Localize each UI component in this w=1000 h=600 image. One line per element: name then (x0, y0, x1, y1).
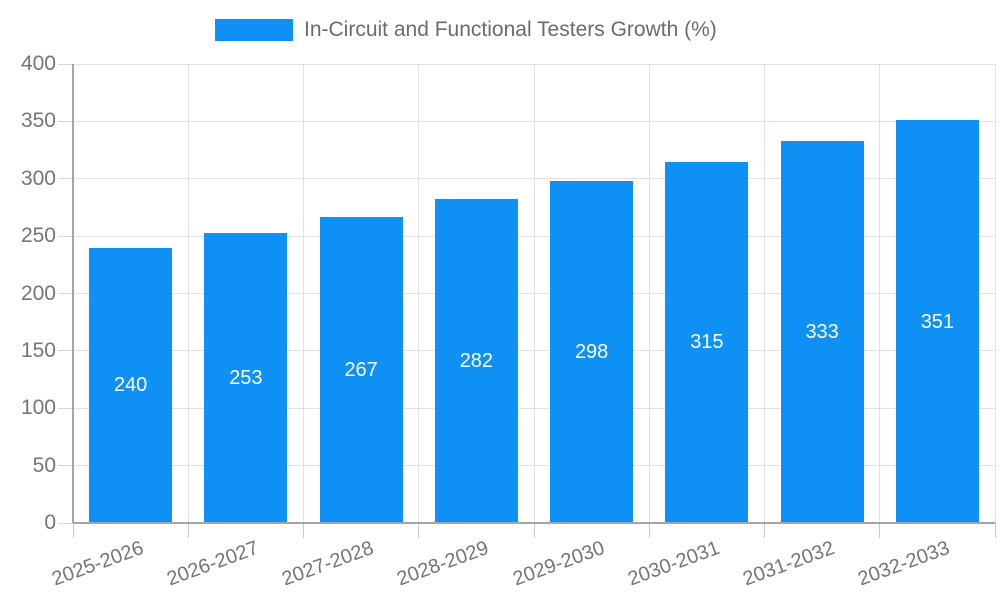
legend: In-Circuit and Functional Testers Growth… (0, 0, 1000, 52)
x-axis-tick (418, 523, 420, 538)
x-gridline (418, 64, 420, 523)
bar-value-label: 282 (459, 350, 494, 373)
x-axis-line (73, 522, 995, 524)
bar[interactable] (895, 120, 979, 523)
bar-value-label: 253 (229, 366, 263, 389)
y-tick-label: 350 (20, 109, 56, 133)
y-axis-tick (58, 120, 73, 122)
x-axis-tick (879, 523, 881, 538)
bar[interactable] (780, 140, 864, 523)
y-axis-tick (58, 407, 73, 409)
y-tick-label: 150 (20, 338, 56, 362)
x-gridline (648, 64, 650, 523)
x-gridline (879, 64, 881, 523)
bar-value-label: 267 (344, 358, 378, 381)
y-tick-label: 50 (32, 453, 56, 477)
bar[interactable] (89, 247, 173, 523)
legend-swatch-icon (215, 19, 293, 41)
bar-value-label: 333 (805, 320, 839, 343)
y-axis-tick (58, 465, 73, 467)
bar-value-label: 351 (920, 310, 955, 333)
y-axis-tick (58, 63, 73, 65)
y-tick-label: 0 (44, 511, 56, 534)
x-gridline (303, 64, 304, 523)
y-tick-label: 200 (20, 281, 56, 305)
y-axis-tick (58, 293, 73, 294)
bar[interactable] (434, 199, 518, 523)
y-axis-tick (58, 350, 73, 352)
x-gridline (764, 64, 765, 523)
y-tick-label: 400 (20, 52, 56, 75)
bar-value-label: 298 (574, 341, 609, 364)
x-gridline (994, 64, 996, 523)
y-tick-label: 250 (20, 224, 56, 248)
y-axis-tick (58, 522, 73, 524)
bar-value-label: 240 (113, 374, 148, 397)
bar[interactable] (204, 232, 288, 523)
x-axis-tick (303, 523, 304, 538)
y-tick-label: 100 (20, 396, 56, 420)
x-gridline (187, 64, 189, 523)
bar[interactable] (319, 216, 403, 523)
x-gridline (533, 64, 535, 523)
x-axis-tick (187, 523, 189, 538)
bar-value-label: 315 (690, 331, 724, 354)
y-tick-label: 300 (20, 166, 56, 190)
legend-label: In-Circuit and Functional Testers Growth… (304, 18, 717, 41)
x-axis-tick (994, 523, 996, 538)
y-axis-tick (58, 178, 73, 180)
x-axis-tick (533, 523, 535, 538)
bar[interactable] (665, 161, 749, 523)
bar[interactable] (550, 181, 634, 523)
x-axis-tick (764, 523, 765, 538)
x-axis-tick (72, 523, 74, 538)
y-axis-line (72, 64, 74, 523)
y-axis-tick (58, 235, 73, 237)
x-axis-tick (648, 523, 650, 538)
